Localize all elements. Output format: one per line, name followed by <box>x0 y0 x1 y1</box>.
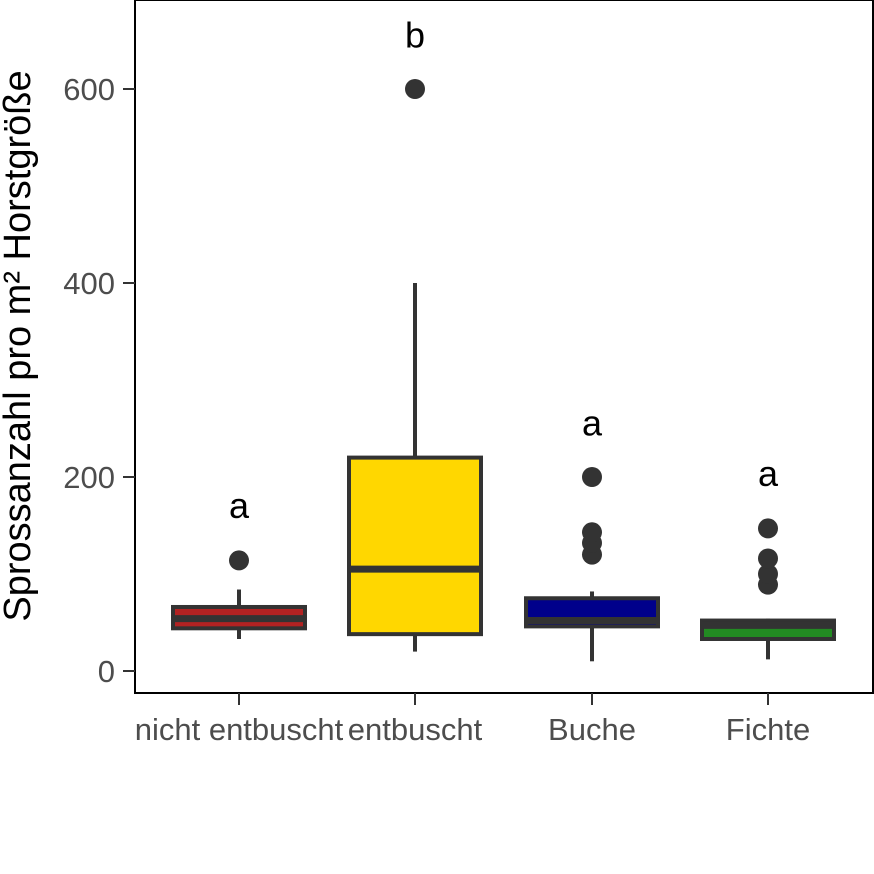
box-group-nicht-entbuscht: a <box>171 485 307 639</box>
y-axis-title: Sprossanzahl pro m² Horstgröße <box>0 70 39 621</box>
box-group-entbuscht: b <box>347 15 483 652</box>
outlier-point <box>758 548 778 569</box>
outlier-point <box>582 467 602 487</box>
x-tick-label: entbuscht <box>348 712 483 747</box>
outlier-point <box>405 79 425 99</box>
x-tick-label: nicht entbuscht <box>135 712 344 747</box>
outlier-point <box>758 518 778 539</box>
panel-border <box>134 0 874 694</box>
panel-background <box>135 0 873 693</box>
chart-axes: nicht entbuscht entbuscht Buche Fichte 0 200 4… <box>63 72 810 747</box>
significance-letter: a <box>582 403 603 444</box>
chart-marks: a b a a <box>171 15 836 662</box>
y-tick-label: 600 <box>63 72 115 107</box>
significance-letter: a <box>758 453 779 494</box>
box-group-buche: a <box>524 403 660 662</box>
outlier-point <box>582 522 602 543</box>
outlier-point <box>229 550 249 571</box>
x-tick-label: Buche <box>548 712 636 747</box>
x-tick-label: Fichte <box>726 712 810 747</box>
y-tick-label: 400 <box>63 266 115 301</box>
outlier-point <box>758 564 778 584</box>
significance-letter: a <box>229 485 250 526</box>
box-body <box>347 455 483 637</box>
y-tick-label: 200 <box>63 460 115 495</box>
significance-letter: b <box>405 15 425 56</box>
y-tick-label: 0 <box>98 654 115 689</box>
box-group-fichte: a <box>700 453 836 660</box>
